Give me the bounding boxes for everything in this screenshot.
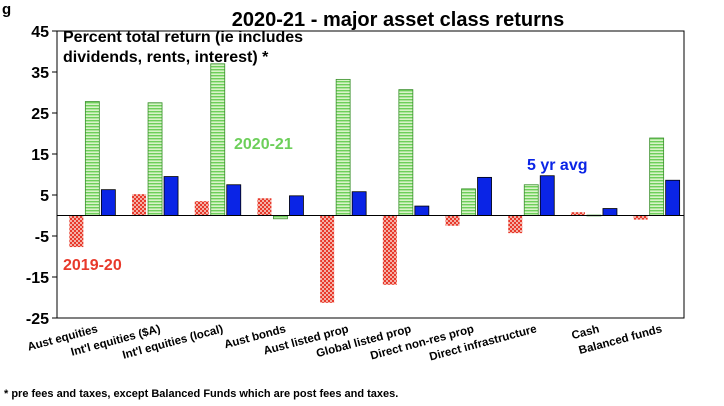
bar-2020-21	[147, 102, 163, 216]
y-axis: 45 35 25 15 5 -5 -15 -25	[26, 24, 57, 328]
bar-5yr-avg	[414, 205, 430, 216]
bar-2019-20	[382, 215, 397, 285]
bar-5yr-avg	[226, 184, 242, 216]
y-tick-label: -15	[26, 270, 49, 287]
bar-5yr-avg	[539, 175, 555, 216]
partial-title: g	[2, 1, 11, 18]
bars	[69, 63, 681, 303]
bar-5yr-avg	[100, 189, 116, 216]
category-label: Cash	[570, 323, 600, 342]
bar-2020-21	[398, 89, 414, 216]
footnote: * pre fees and taxes, except Balanced Fu…	[4, 388, 398, 400]
y-tick-label: -5	[35, 229, 49, 246]
legend-label-5yr-avg: 5 yr avg	[527, 157, 587, 174]
bar-2020-21	[523, 184, 539, 216]
y-tick-label: 45	[31, 24, 49, 41]
bar-2019-20	[445, 215, 460, 226]
note-line-1: Percent total return (ie includes	[63, 29, 303, 46]
bar-2020-21	[461, 188, 476, 216]
legend-label-2019-20: 2019-20	[63, 257, 122, 274]
bar-5yr-avg	[665, 179, 681, 216]
y-tick-label: -25	[26, 311, 49, 328]
bar-2019-20	[320, 215, 335, 303]
bar-5yr-avg	[351, 191, 367, 216]
bar-5yr-avg	[289, 195, 304, 216]
bar-2019-20	[508, 215, 523, 234]
bar-2019-20	[132, 194, 147, 216]
bar-5yr-avg	[602, 208, 618, 216]
bar-2019-20	[570, 212, 585, 216]
bar-2019-20	[633, 215, 648, 220]
plot-frame	[56, 30, 685, 319]
bar-2020-21	[649, 137, 665, 216]
category-label: Direct infrastructure	[428, 323, 538, 363]
chart-title: 2020-21 - major asset class returns	[232, 9, 564, 31]
y-tick-label: 25	[31, 106, 49, 123]
y-tick-label: 5	[40, 188, 49, 205]
bar-5yr-avg	[477, 176, 492, 216]
note-line-2: dividends, rents, interest) *	[63, 49, 269, 66]
bar-2020-21	[210, 63, 226, 216]
y-tick-label: 15	[31, 147, 49, 164]
bar-5yr-avg	[163, 176, 179, 216]
bar-2020-21	[84, 101, 100, 216]
legend-label-2020-21: 2020-21	[234, 136, 293, 153]
bar-2019-20	[69, 215, 84, 248]
bar-2019-20	[257, 198, 272, 216]
bar-2019-20	[194, 201, 209, 216]
y-tick-label: 35	[31, 65, 49, 82]
bar-2020-21	[335, 78, 351, 216]
